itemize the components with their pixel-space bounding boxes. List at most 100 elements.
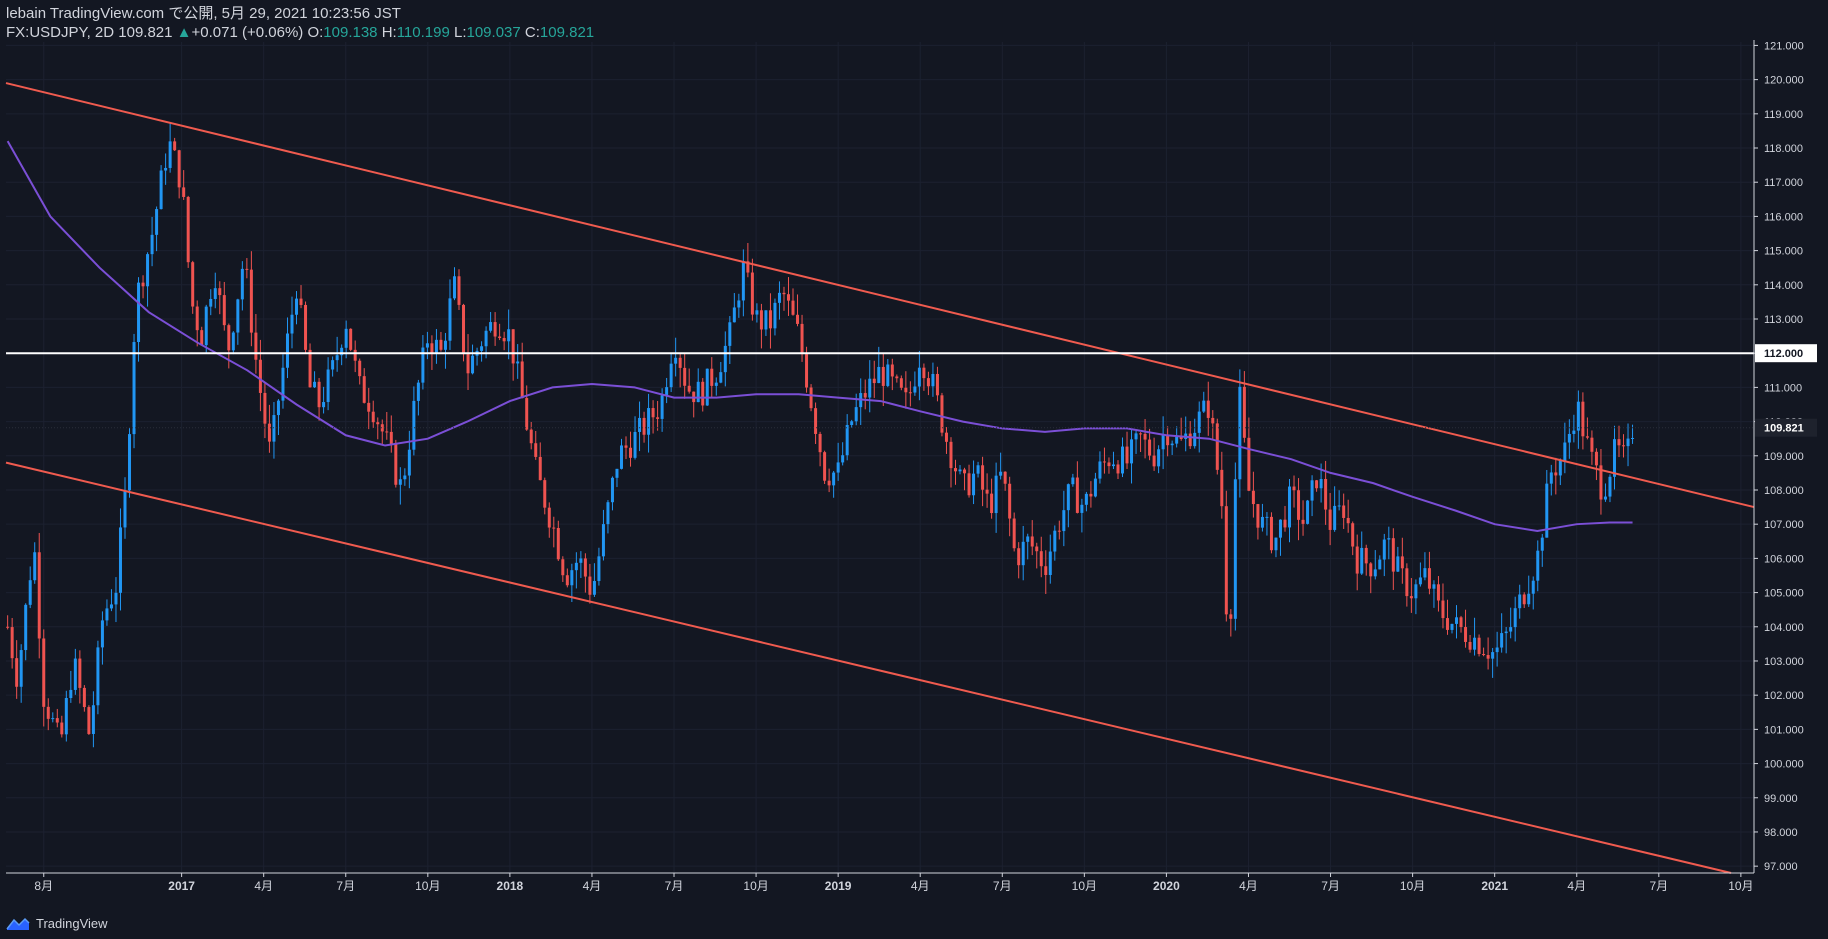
- candle-down: [394, 444, 398, 485]
- price-tick-label: 102.000: [1764, 690, 1804, 702]
- candle-down: [796, 314, 800, 324]
- time-axis[interactable]: 8月 2017 4月 7月 10月 2018 4月 7月 10月 2019 4月 7月 10月 2020 4…: [6, 872, 1754, 893]
- candle-down: [466, 354, 470, 374]
- candle-down: [967, 473, 971, 496]
- candle-down: [588, 576, 592, 595]
- candle-down: [651, 408, 655, 418]
- candle-up: [1310, 480, 1314, 501]
- candle-up: [96, 647, 100, 706]
- candle-down: [389, 431, 393, 445]
- candle-down: [818, 433, 822, 453]
- candle-down: [258, 359, 262, 393]
- candle-down: [1256, 504, 1260, 528]
- candle-down: [498, 336, 502, 339]
- candle-up: [647, 408, 651, 435]
- high-label: H:: [381, 24, 397, 41]
- price-tick-label: 111.000: [1764, 382, 1802, 394]
- candle-down: [1292, 486, 1296, 491]
- time-tick-label: 10月: [1072, 879, 1097, 893]
- grid-layer: [6, 42, 1754, 873]
- candle-down: [1441, 600, 1445, 619]
- candle-up: [570, 570, 574, 586]
- time-tick-label: 7月: [993, 879, 1012, 893]
- candle-down: [940, 395, 944, 433]
- candle-down: [746, 261, 750, 273]
- price-tick-label: 104.000: [1764, 622, 1804, 634]
- candle-up: [1360, 547, 1364, 574]
- candle-down: [222, 295, 226, 326]
- candle-up: [407, 449, 411, 476]
- candle-down: [782, 292, 786, 295]
- candle-down: [561, 559, 565, 576]
- open-label: O:: [307, 24, 324, 41]
- candle-up: [931, 373, 935, 387]
- candle-down: [1242, 386, 1246, 438]
- candle-up: [1455, 617, 1459, 624]
- candle-down: [642, 417, 646, 435]
- candle-down: [1107, 462, 1111, 467]
- price-tick-label: 97.000: [1764, 861, 1798, 873]
- candles: [6, 123, 1635, 748]
- candle-down: [552, 527, 556, 529]
- candle-up: [335, 355, 339, 361]
- candle-up: [1260, 516, 1264, 528]
- candle-up: [403, 475, 407, 480]
- candle-up: [91, 705, 95, 734]
- candle-down: [863, 393, 867, 398]
- candle-down: [60, 722, 64, 735]
- candle-down: [37, 552, 41, 639]
- time-tick-label: 7月: [1649, 879, 1668, 893]
- candle-up: [1495, 647, 1499, 653]
- last-price: 109.821: [118, 24, 173, 41]
- candle-down: [881, 366, 885, 386]
- candle-up: [64, 697, 68, 735]
- candle-up: [489, 322, 493, 331]
- candle-down: [42, 638, 46, 707]
- candle-up: [1558, 460, 1562, 476]
- candle-down: [963, 469, 967, 474]
- candle-down: [1355, 546, 1359, 574]
- candle-down: [299, 298, 303, 305]
- candle-up: [719, 372, 723, 383]
- price-tick-label: 121.000: [1764, 40, 1804, 52]
- candle-down: [1283, 519, 1287, 528]
- candle-up: [619, 445, 623, 469]
- candle-down: [1166, 434, 1170, 446]
- candle-down: [895, 376, 899, 379]
- candle-up: [1333, 505, 1337, 530]
- candle-down: [1211, 417, 1215, 424]
- candle-down: [529, 429, 533, 444]
- candle-down: [82, 687, 86, 708]
- candle-up: [155, 209, 159, 235]
- channel-upper[interactable]: [5, 82, 1755, 509]
- candle-down: [1522, 594, 1526, 605]
- candle-down: [701, 381, 705, 406]
- tradingview-watermark[interactable]: TradingView: [6, 916, 108, 931]
- candle-up: [281, 367, 285, 401]
- channel-lower[interactable]: [5, 461, 1732, 874]
- candle-up: [123, 490, 127, 528]
- candle-up: [1053, 530, 1057, 552]
- candle-up: [1414, 584, 1418, 599]
- candle-down: [1405, 568, 1409, 597]
- candle-up: [1274, 537, 1278, 551]
- candle-down: [430, 343, 434, 354]
- candle-down: [304, 304, 308, 350]
- candle-down: [823, 452, 827, 481]
- candle-down: [200, 330, 204, 346]
- price-axis[interactable]: 121.000 120.000 119.000 118.000 117.000 116.0…: [1753, 40, 1817, 873]
- candle-up: [448, 298, 452, 341]
- candle-up: [764, 310, 768, 330]
- candle-up: [732, 307, 736, 323]
- candle-down: [1590, 437, 1594, 452]
- candle-down: [990, 493, 994, 514]
- candle-down: [926, 378, 930, 387]
- candle-up: [109, 604, 113, 609]
- candle-down: [687, 385, 691, 392]
- candle-up: [1202, 400, 1206, 412]
- candle-up: [1418, 577, 1422, 585]
- candle-up: [1134, 433, 1138, 440]
- candle-down: [245, 268, 249, 270]
- candle-down: [1554, 472, 1558, 476]
